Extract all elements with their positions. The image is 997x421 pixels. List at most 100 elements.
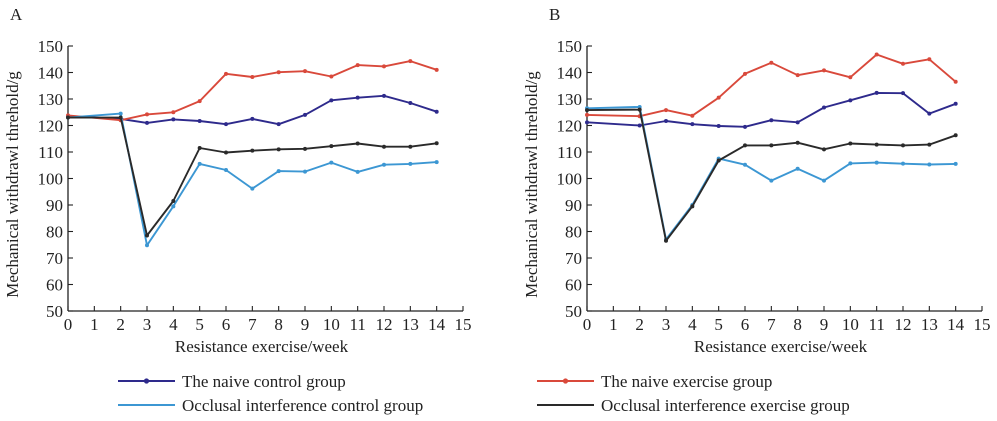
data-point (637, 123, 642, 128)
data-point (355, 169, 360, 174)
data-point (901, 61, 905, 66)
x-axis-label: Resistance exercise/week (175, 337, 349, 356)
data-point (690, 204, 695, 209)
x-tick-label: 15 (974, 315, 991, 334)
data-point (303, 69, 307, 74)
data-point (355, 63, 360, 68)
data-point (743, 71, 747, 76)
data-point (250, 186, 255, 191)
legend-marker (143, 378, 150, 384)
data-point (145, 233, 149, 238)
x-tick-label: 7 (767, 315, 776, 334)
x-tick-label: 7 (248, 315, 257, 334)
data-point (197, 146, 202, 151)
data-point (769, 178, 774, 183)
data-point (303, 112, 307, 117)
data-point (927, 57, 932, 62)
data-point (743, 124, 747, 129)
series-line (586, 108, 957, 242)
data-point (927, 142, 932, 147)
x-tick-label: 0 (64, 315, 73, 334)
data-point (434, 141, 439, 146)
y-tick-label: 80 (565, 223, 582, 242)
legend-label: The naive control group (182, 372, 346, 391)
legend-marker (562, 378, 569, 384)
x-tick-label: 1 (90, 315, 99, 334)
legend-label: Occlusal interference exercise group (601, 396, 850, 415)
y-tick-label: 70 (565, 249, 582, 268)
data-point (769, 60, 774, 65)
data-point (795, 120, 800, 125)
data-point (408, 59, 413, 64)
y-tick-label: 130 (557, 90, 583, 109)
x-tick-label: 12 (376, 315, 393, 334)
x-tick-label: 9 (301, 315, 310, 334)
data-point (585, 108, 589, 113)
data-point (408, 161, 413, 166)
data-point (822, 105, 826, 110)
data-point (927, 111, 932, 116)
y-tick-label: 140 (557, 64, 583, 83)
x-tick-label: 3 (143, 315, 152, 334)
x-tick-label: 12 (895, 315, 912, 334)
data-point (224, 122, 228, 127)
y-tick-label: 90 (46, 196, 63, 215)
x-tick-label: 6 (222, 315, 231, 334)
data-point (408, 144, 413, 149)
data-point (276, 169, 281, 174)
data-point (118, 111, 123, 116)
x-tick-label: 13 (921, 315, 938, 334)
data-point (874, 142, 879, 147)
data-point (329, 98, 334, 103)
data-point (953, 133, 958, 138)
series-line (67, 60, 437, 122)
data-point (171, 117, 176, 122)
panel-label: B (549, 5, 560, 24)
data-point (953, 161, 958, 166)
data-point (224, 150, 228, 155)
x-tick-label: 14 (428, 315, 446, 334)
x-tick-label: 2 (635, 315, 644, 334)
data-point (197, 99, 202, 104)
data-point (382, 64, 386, 69)
data-point (690, 122, 695, 127)
data-point (303, 146, 307, 151)
series-line (67, 112, 437, 247)
x-tick-label: 6 (741, 315, 750, 334)
series-line (68, 116, 437, 237)
y-tick-label: 50 (565, 302, 582, 321)
data-point (408, 100, 413, 105)
data-point (434, 160, 439, 165)
y-tick-label: 140 (38, 64, 64, 83)
data-point (145, 243, 149, 248)
x-tick-label: 13 (402, 315, 419, 334)
data-point (901, 143, 905, 148)
data-point (795, 140, 800, 145)
x-tick-label: 2 (116, 315, 125, 334)
y-tick-label: 60 (565, 276, 582, 295)
data-point (953, 79, 958, 84)
y-tick-label: 120 (557, 117, 583, 136)
y-tick-label: 60 (46, 276, 63, 295)
y-tick-label: 130 (38, 90, 64, 109)
x-tick-label: 14 (947, 315, 965, 334)
data-point (874, 52, 879, 57)
data-point (434, 67, 439, 72)
y-axis-label: Mechanical withdrawl threhold/g (522, 71, 541, 298)
data-point (197, 118, 202, 123)
y-tick-label: 100 (38, 170, 64, 189)
data-point (250, 75, 255, 80)
data-point (848, 141, 853, 146)
data-point (145, 120, 149, 125)
series-line (586, 91, 957, 128)
data-point (329, 144, 334, 149)
data-point (690, 113, 695, 118)
x-tick-label: 9 (820, 315, 829, 334)
x-tick-label: 4 (169, 315, 178, 334)
data-point (224, 168, 228, 173)
data-point (664, 238, 668, 243)
data-point (118, 115, 123, 120)
data-point (795, 73, 800, 78)
x-tick-label: 15 (455, 315, 472, 334)
data-point (874, 90, 879, 95)
